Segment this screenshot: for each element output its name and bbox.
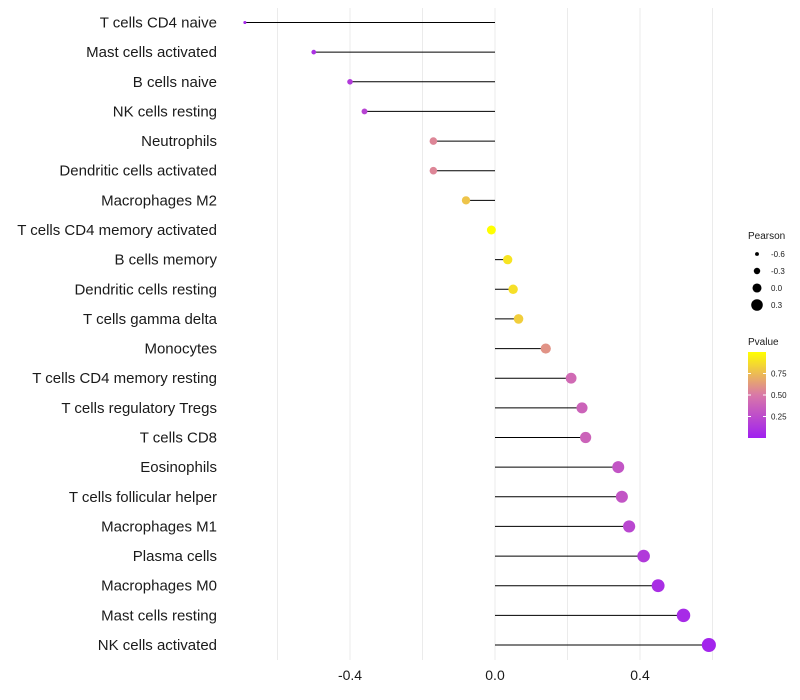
data-marks bbox=[243, 20, 716, 653]
color-legend-label: 0.50 bbox=[771, 391, 787, 400]
size-legend: Pearson -0.6 -0.3 0.0 0.3 bbox=[748, 231, 785, 311]
color-bar bbox=[748, 352, 766, 438]
category-label: Monocytes bbox=[144, 341, 217, 358]
lollipop-point bbox=[623, 520, 636, 533]
lollipop-point bbox=[243, 20, 247, 25]
lollipop-point bbox=[580, 431, 592, 444]
lollipop-point bbox=[486, 225, 496, 235]
lollipop-point bbox=[612, 461, 625, 474]
category-label: T cells regulatory Tregs bbox=[61, 400, 217, 417]
x-tick-label: 0.4 bbox=[630, 667, 650, 683]
lollipop-point bbox=[615, 490, 628, 503]
lollipop-point bbox=[576, 402, 588, 414]
category-label: T cells CD4 memory activated bbox=[17, 222, 217, 239]
category-label: Mast cells resting bbox=[101, 607, 217, 624]
category-label: NK cells resting bbox=[113, 103, 217, 120]
size-legend-label: -0.6 bbox=[771, 250, 785, 259]
lollipop-point bbox=[311, 49, 317, 55]
size-legend-dot bbox=[753, 267, 761, 275]
color-legend-title: Pvalue bbox=[748, 337, 779, 348]
category-label: Macrophages M0 bbox=[101, 578, 217, 595]
lollipop-point bbox=[540, 343, 551, 354]
category-label: Eosinophils bbox=[140, 459, 217, 476]
size-legend-title: Pearson bbox=[748, 231, 785, 242]
color-legend: Pvalue 0.25 0.50 0.75 bbox=[748, 337, 787, 438]
category-label: B cells memory bbox=[114, 252, 217, 269]
lollipop-point bbox=[429, 137, 438, 145]
lollipop-point bbox=[429, 166, 438, 175]
category-label: Neutrophils bbox=[141, 133, 217, 150]
size-legend-dot bbox=[755, 252, 759, 256]
size-legend-label: 0.3 bbox=[771, 301, 783, 310]
category-label: Macrophages M2 bbox=[101, 192, 217, 209]
lollipop-point bbox=[513, 314, 524, 324]
category-label: B cells naive bbox=[133, 74, 217, 91]
size-legend-label: 0.0 bbox=[771, 284, 783, 293]
lollipop-point bbox=[461, 196, 471, 205]
category-label: T cells gamma delta bbox=[83, 311, 218, 328]
grid-lines bbox=[277, 8, 713, 660]
lollipop-point bbox=[701, 637, 716, 653]
color-legend-label: 0.25 bbox=[771, 413, 787, 422]
lollipop-point bbox=[676, 608, 691, 623]
size-legend-dot bbox=[752, 283, 762, 293]
lollipop-point bbox=[503, 254, 513, 265]
lollipop-point bbox=[361, 108, 368, 115]
category-label: NK cells activated bbox=[98, 637, 217, 654]
x-tick-label: 0.0 bbox=[485, 667, 505, 683]
lollipop-point bbox=[637, 549, 650, 563]
y-axis-labels: T cells CD4 naive Mast cells activated B c… bbox=[17, 15, 217, 655]
category-label: Dendritic cells activated bbox=[59, 163, 217, 180]
x-tick-label: -0.4 bbox=[338, 667, 362, 683]
category-label: Plasma cells bbox=[133, 548, 217, 565]
category-label: T cells CD4 naive bbox=[100, 15, 217, 32]
category-label: T cells follicular helper bbox=[69, 489, 217, 506]
category-label: Mast cells activated bbox=[86, 44, 217, 61]
color-legend-label: 0.75 bbox=[771, 370, 787, 379]
lollipop-point bbox=[565, 372, 577, 384]
category-label: Dendritic cells resting bbox=[74, 281, 217, 298]
size-legend-label: -0.3 bbox=[771, 267, 785, 276]
x-axis: -0.4 0.0 0.4 bbox=[338, 667, 650, 683]
category-label: T cells CD8 bbox=[140, 430, 217, 447]
size-legend-dot bbox=[751, 299, 763, 311]
category-label: Macrophages M1 bbox=[101, 518, 217, 535]
lollipop-point bbox=[508, 284, 518, 295]
lollipop-point bbox=[347, 78, 353, 85]
lollipop-point bbox=[651, 579, 665, 593]
category-label: T cells CD4 memory resting bbox=[32, 370, 217, 387]
